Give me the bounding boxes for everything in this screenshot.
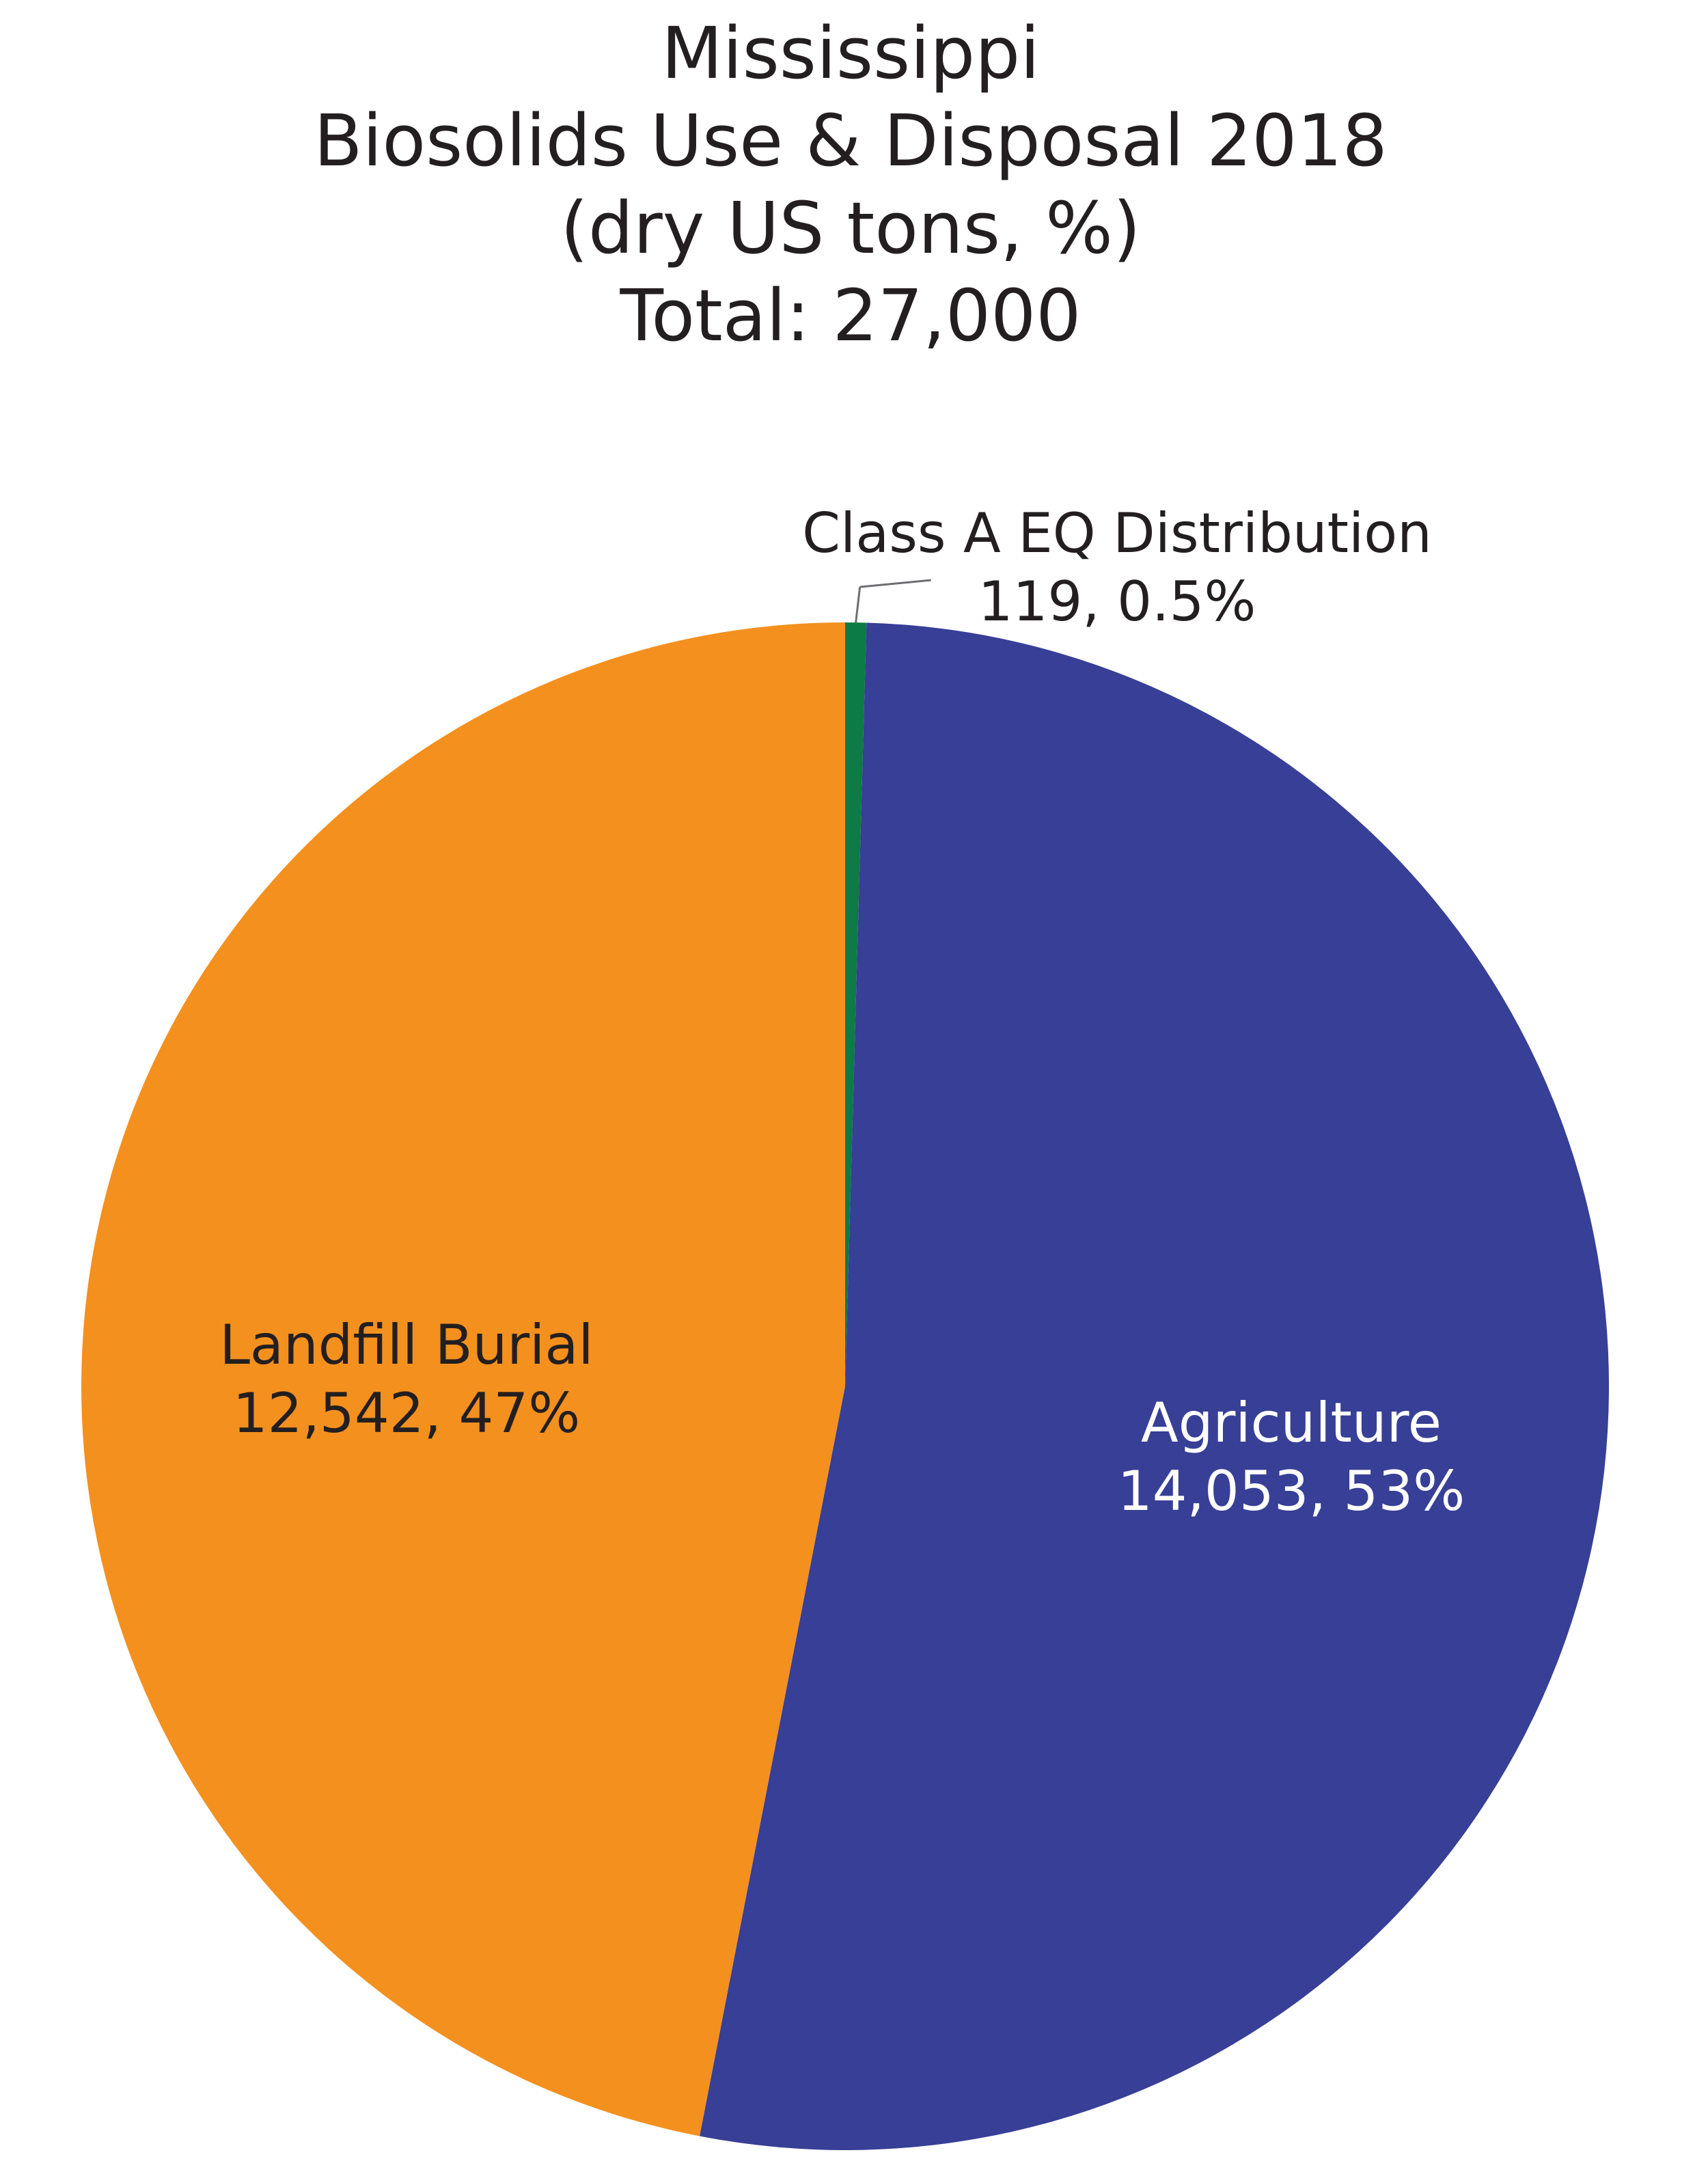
slice-value-class-a-eq-distribution: 119, 0.5% xyxy=(978,570,1256,633)
slice-label-landfill-burial: Landfill Burial xyxy=(219,1313,593,1377)
chart-title: Mississippi Biosolids Use & Disposal 201… xyxy=(0,10,1701,359)
chart-title-line-2: Biosolids Use & Disposal 2018 xyxy=(314,99,1388,182)
class-a-leader-line xyxy=(855,586,862,623)
chart-title-line-4: Total: 27,000 xyxy=(620,274,1082,357)
slice-value-landfill-burial: 12,542, 47% xyxy=(233,1381,581,1445)
pie-slice-class-a-eq-distribution xyxy=(845,622,867,1386)
chart-title-line-3: (dry US tons, %) xyxy=(560,187,1141,270)
pie-slices xyxy=(81,622,1610,2151)
slice-label-agriculture: Agriculture xyxy=(1141,1391,1442,1455)
slice-label-class-a-eq-distribution: Class A EQ Distribution xyxy=(802,501,1432,565)
pie-slice-agriculture xyxy=(700,622,1610,2151)
class-a-leader-line-segment xyxy=(859,579,931,588)
slice-value-agriculture: 14,053, 53% xyxy=(1118,1459,1465,1523)
pie-slice-landfill-burial xyxy=(81,622,846,2136)
chart-title-line-1: Mississippi xyxy=(661,12,1041,95)
